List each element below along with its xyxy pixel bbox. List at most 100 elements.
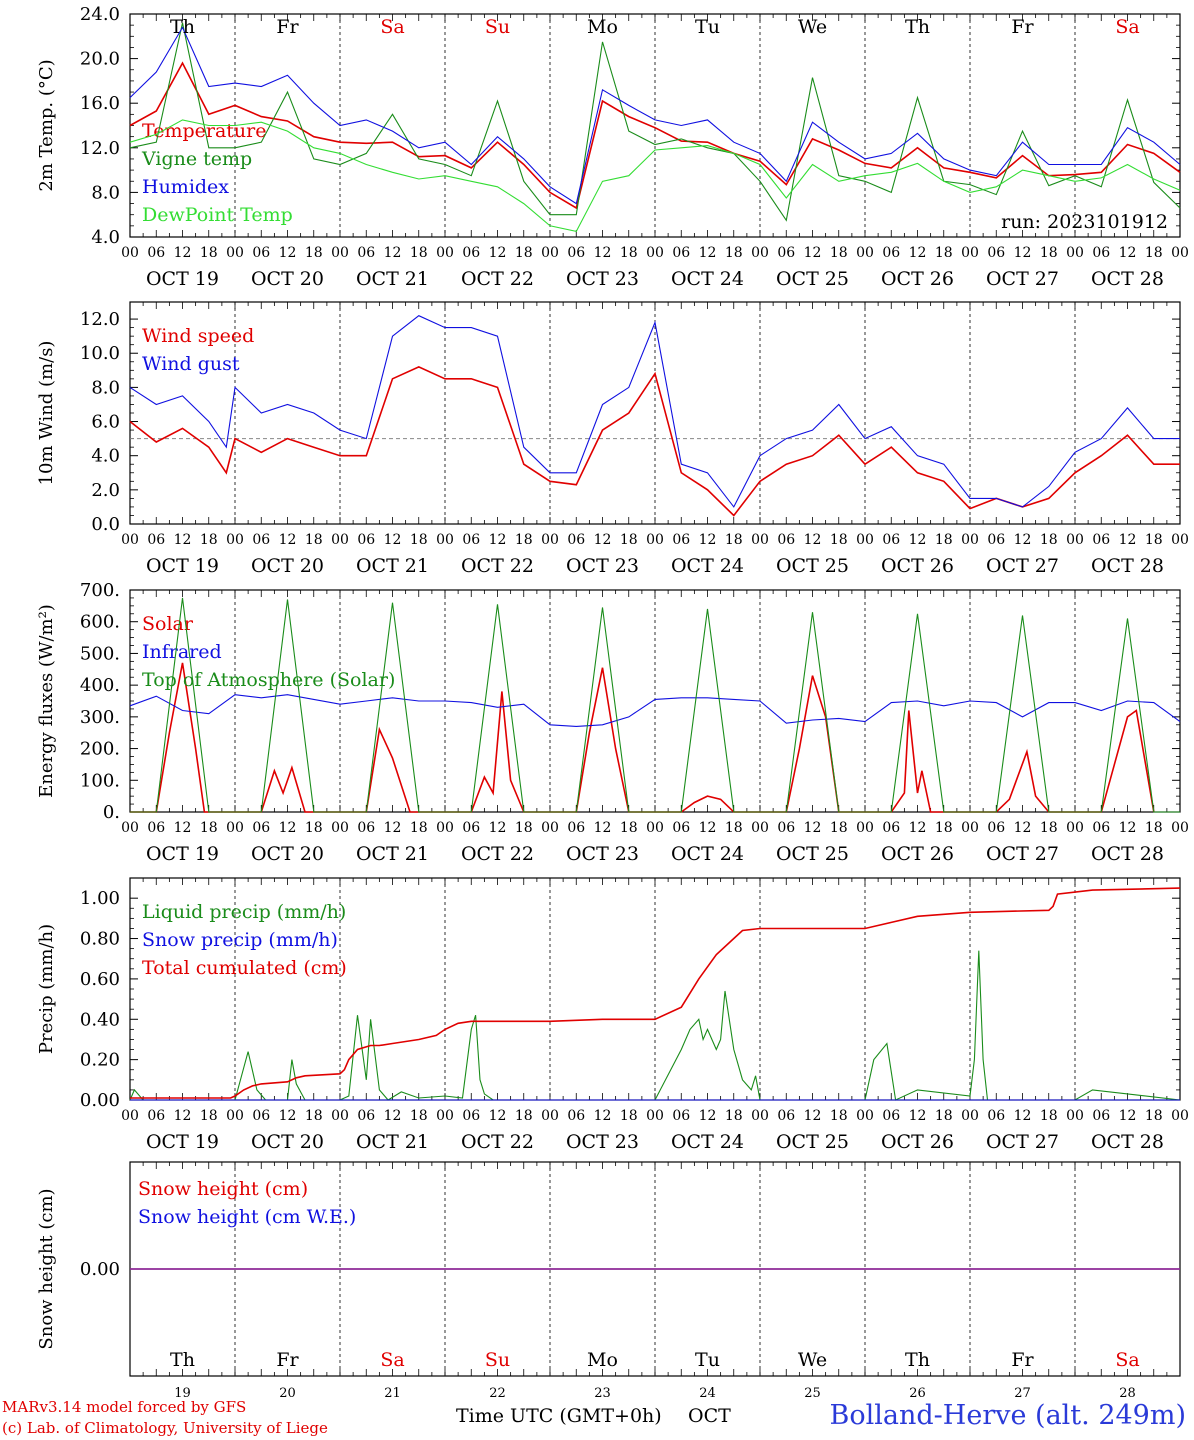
hour-tick-label: 12 (909, 532, 927, 548)
day-of-week-label: Th (170, 1349, 195, 1371)
day-of-week-label: Tu (695, 1349, 720, 1371)
day-of-week-label: Fr (276, 1349, 299, 1371)
hour-tick-label: 12 (489, 532, 507, 548)
legend-entry: DewPoint Temp (142, 204, 293, 226)
legend-entry: Solar (142, 613, 194, 635)
hour-tick-label: 00 (646, 820, 664, 836)
day-of-week-label: Fr (1011, 1349, 1034, 1371)
hour-tick-label: 00 (961, 820, 979, 836)
hour-tick-label: 00 (121, 532, 139, 548)
hour-tick-label: 00 (331, 532, 349, 548)
hour-tick-label: 06 (357, 245, 375, 261)
hour-tick-label: 00 (646, 1108, 664, 1124)
y-tick-label: 0. (103, 802, 120, 823)
y-tick-label: 200. (80, 739, 120, 760)
date-label: OCT 21 (356, 843, 429, 865)
hour-tick-label: 12 (489, 820, 507, 836)
day-number-label: 24 (699, 1386, 716, 1401)
hour-tick-label: 12 (594, 532, 612, 548)
date-label: OCT 19 (146, 843, 219, 865)
time-axis-label: Time UTC (GMT+0h) (456, 1405, 662, 1427)
day-number-label: 19 (174, 1386, 191, 1401)
hour-tick-label: 18 (725, 820, 743, 836)
y-tick-label: 500. (80, 643, 120, 664)
hour-tick-label: 00 (961, 1108, 979, 1124)
hour-tick-label: 00 (1066, 245, 1084, 261)
hour-tick-label: 06 (882, 245, 900, 261)
hour-tick-label: 00 (121, 820, 139, 836)
hour-tick-label: 06 (672, 1108, 690, 1124)
hour-tick-label: 18 (830, 245, 848, 261)
hour-tick-label: 00 (331, 245, 349, 261)
hour-tick-label: 12 (279, 820, 297, 836)
hour-tick-label: 12 (699, 1108, 717, 1124)
date-label: OCT 19 (146, 268, 219, 290)
hour-tick-label: 12 (699, 532, 717, 548)
hour-tick-label: 18 (935, 1108, 953, 1124)
hour-tick-label: 12 (594, 245, 612, 261)
panel-2: 0.0 2.0 4.0 6.0 8.0 10.0 12.0 10m Wind (m/s) Win… (36, 301, 1189, 577)
y-tick-label: 8.0 (91, 377, 120, 398)
hour-tick-label: 00 (1171, 820, 1189, 836)
panel-5: 0.00 Snow height (cm) Snow height (cm) Snow… (36, 1161, 1181, 1401)
hour-tick-label: 06 (777, 532, 795, 548)
day-of-week-label: Sa (1115, 1349, 1139, 1371)
y-tick-label: 300. (80, 707, 120, 728)
series-line (130, 597, 1180, 813)
hour-tick-label: 12 (594, 1108, 612, 1124)
day-of-week-label: Th (905, 16, 930, 38)
day-of-week-label: We (798, 1349, 827, 1371)
hour-tick-label: 06 (567, 245, 585, 261)
hour-tick-label: 12 (1119, 1108, 1137, 1124)
hour-tick-label: 12 (1014, 245, 1032, 261)
hour-tick-label: 06 (882, 532, 900, 548)
hour-tick-label: 18 (830, 820, 848, 836)
hour-tick-label: 18 (1040, 532, 1058, 548)
y-axis-label: 10m Wind (m/s) (36, 341, 57, 486)
hour-tick-label: 00 (961, 245, 979, 261)
hour-tick-label: 12 (804, 1108, 822, 1124)
hour-tick-label: 06 (147, 532, 165, 548)
hour-tick-label: 06 (672, 532, 690, 548)
date-label: OCT 24 (671, 268, 744, 290)
y-tick-label: 24.0 (80, 4, 120, 25)
hour-tick-label: 18 (305, 1108, 323, 1124)
hour-tick-label: 18 (830, 1108, 848, 1124)
hour-tick-label: 06 (357, 820, 375, 836)
date-label: OCT 27 (986, 1131, 1059, 1153)
hour-tick-label: 18 (1145, 245, 1163, 261)
y-axis-label: 2m Temp. (°C) (36, 59, 57, 191)
hour-tick-label: 12 (279, 1108, 297, 1124)
y-tick-label: 0.0 (91, 514, 120, 535)
panel-3: 0. 100. 200. 300. 400. 500. 600. 700. Energy flu… (36, 580, 1189, 865)
hour-tick-label: 00 (226, 245, 244, 261)
hour-tick-label: 12 (699, 820, 717, 836)
hour-tick-label: 00 (541, 1108, 559, 1124)
hour-tick-label: 12 (1119, 532, 1137, 548)
day-number-label: 22 (489, 1386, 506, 1401)
model-credit: MARv3.14 model forced by GFS (2, 1398, 247, 1416)
hour-tick-label: 06 (147, 1108, 165, 1124)
y-axis-label: Snow height (cm) (36, 1188, 57, 1349)
hour-tick-label: 06 (462, 245, 480, 261)
hour-tick-label: 06 (252, 532, 270, 548)
series-line (129, 694, 1181, 727)
hour-tick-label: 00 (1066, 820, 1084, 836)
y-tick-label: 0.00 (80, 1090, 120, 1111)
y-tick-label: 20.0 (80, 49, 120, 70)
day-number-label: 21 (384, 1386, 401, 1401)
day-of-week-label: We (798, 16, 827, 38)
day-of-week-label: Mo (587, 1349, 618, 1371)
hour-tick-label: 06 (567, 1108, 585, 1124)
hour-tick-label: 12 (594, 820, 612, 836)
date-label: OCT 24 (671, 555, 744, 577)
hour-tick-label: 00 (226, 820, 244, 836)
hour-tick-label: 12 (1014, 532, 1032, 548)
hour-tick-label: 12 (804, 820, 822, 836)
date-label: OCT 23 (566, 555, 639, 577)
day-number-label: 28 (1119, 1386, 1136, 1401)
hour-tick-label: 12 (909, 820, 927, 836)
date-label: OCT 26 (881, 555, 954, 577)
day-number-label: 26 (909, 1386, 926, 1401)
